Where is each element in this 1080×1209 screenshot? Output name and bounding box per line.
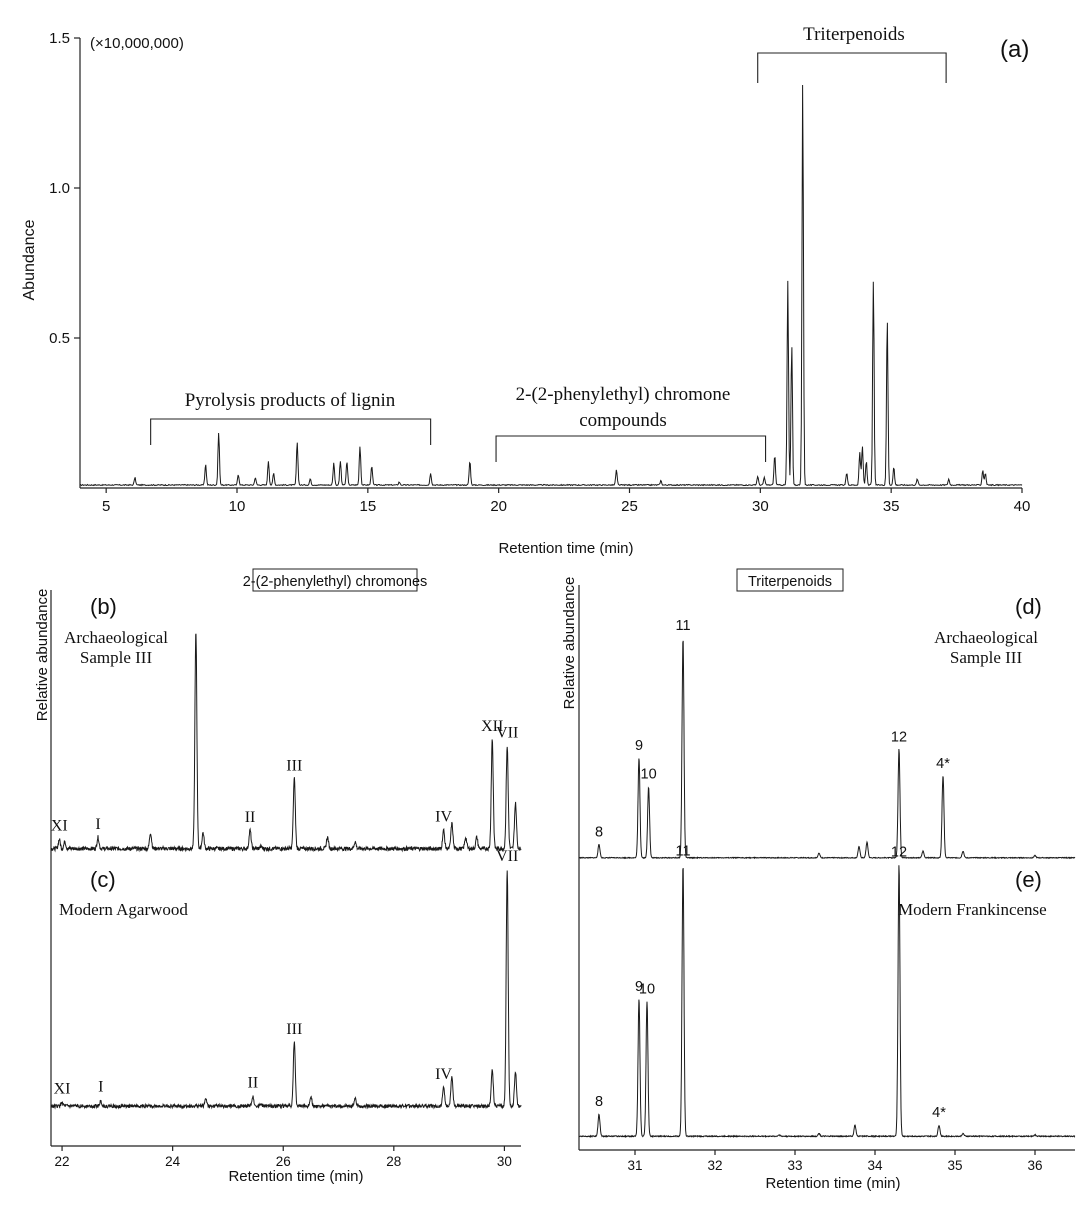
panel-bc-chromones: 2-(2-phenylethyl) chromones Relative abu…	[34, 568, 522, 1185]
panel-a-x-tick-label: 20	[490, 498, 507, 515]
panel-b-peak-label: IV	[435, 809, 452, 826]
panel-d-peak-label: 8	[595, 824, 603, 840]
panel-e-chromatogram-trace	[578, 865, 1076, 1139]
panel-c-tag: (c)	[90, 867, 116, 892]
panel-bc-x-tick-label: 28	[386, 1154, 401, 1169]
panel-bc-title: 2-(2-phenylethyl) chromones	[243, 574, 428, 590]
panel-b-peak-label: II	[245, 809, 256, 826]
panel-c-peak-label: VII	[496, 848, 518, 865]
bracket-label-chromone-line1: 2-(2-phenylethyl) chromone	[516, 384, 731, 405]
panel-bc-x-tick-label: 26	[276, 1154, 291, 1169]
panel-a-total-chromatogram: (a) (×10,000,000) Abundance Retention ti…	[21, 24, 1030, 557]
panel-bc-ticks: 22 24 26 28 30	[55, 1146, 512, 1169]
panel-b-sample-line2: Sample III	[80, 648, 153, 667]
panel-b-peak-label: XI	[51, 817, 68, 834]
panel-de-x-tick-label: 33	[787, 1158, 802, 1173]
panel-d-peak-label: 10	[641, 767, 657, 783]
bracket-label-chromone-line2: compounds	[579, 410, 667, 431]
panel-a-x-tick-label: 15	[359, 498, 376, 515]
panel-e-peak-label: 8	[595, 1094, 603, 1110]
bracket-label-triterpenoids: Triterpenoids	[803, 24, 905, 45]
panel-bc-x-tick-label: 22	[55, 1154, 70, 1169]
panel-e-peak-label: 10	[639, 981, 655, 997]
panel-d-peak-label: 9	[635, 738, 643, 754]
panel-de-triterpenoids: Triterpenoids Relative abundance Retenti…	[561, 568, 1076, 1192]
panel-a-compound-brackets	[150, 52, 947, 462]
panel-e-peak-label: 9	[635, 979, 643, 995]
panel-b-sample-line1: Archaeological	[64, 628, 168, 647]
panel-de-x-tick-label: 32	[707, 1158, 722, 1173]
panel-de-ticks: 31 32 33 34 35 36	[627, 1150, 1043, 1173]
panel-de-title-box	[736, 568, 844, 592]
panel-b-peak-label: I	[95, 816, 100, 833]
panel-d-peak-label: 4*	[936, 756, 950, 772]
panel-c-sample-name: Modern Agarwood	[59, 900, 188, 919]
panel-c-peak-label: XI	[54, 1081, 71, 1098]
panel-c-chromatogram-trace	[50, 870, 522, 1110]
panel-a-x-tick-label: 40	[1014, 498, 1031, 515]
panel-de-x-tick-label: 35	[947, 1158, 962, 1173]
panel-e-tag: (e)	[1015, 867, 1042, 892]
panel-bc-axes	[50, 590, 521, 1147]
panel-c-peak-label: III	[286, 1021, 302, 1038]
panel-e-peak-label: 4*	[932, 1105, 946, 1121]
panel-a-x-tick-label: 10	[229, 498, 246, 515]
panel-bc-x-tick-label: 24	[165, 1154, 181, 1169]
panel-d-peak-label: 12	[891, 729, 907, 745]
panel-b-tag: (b)	[90, 594, 117, 619]
panel-d-chromatogram-trace	[578, 640, 1076, 860]
panel-a-x-axis-title: Retention time (min)	[498, 540, 633, 557]
panel-de-x-tick-label: 31	[627, 1158, 642, 1173]
panel-d-tag: (d)	[1015, 594, 1042, 619]
bracket-label-lignin: Pyrolysis products of lignin	[185, 390, 396, 411]
panel-d-sample-line2: Sample III	[950, 648, 1023, 667]
panel-a-x-tick-label: 30	[752, 498, 769, 515]
panel-a-chromatogram-trace	[80, 84, 1023, 487]
panel-de-y-axis-title: Relative abundance	[561, 577, 578, 710]
panel-de-title: Triterpenoids	[748, 574, 832, 590]
panel-a-x-tick-label: 35	[883, 498, 900, 515]
panel-b-peak-label: III	[286, 758, 302, 775]
panel-bc-x-tick-label: 30	[497, 1154, 512, 1169]
panel-de-x-tick-label: 36	[1027, 1158, 1042, 1173]
panel-d-peak-label: 11	[675, 618, 690, 634]
panel-bc-x-axis-title: Retention time (min)	[228, 1168, 363, 1185]
panel-a-x-tick-label: 25	[621, 498, 638, 515]
panel-e-sample-name: Modern Frankincense	[898, 900, 1047, 919]
panel-a-tag: (a)	[1000, 36, 1029, 63]
panel-d-peak-labels: 8 9 10 11 12 4*	[595, 618, 950, 840]
panel-de-x-axis-title: Retention time (min)	[765, 1175, 900, 1192]
panel-a-x-tick-label: 5	[102, 498, 110, 515]
panel-de-axes	[578, 585, 1075, 1151]
bracket-triterpenoids	[757, 52, 947, 83]
panel-b-chromatogram-trace	[50, 633, 522, 853]
panel-a-y-tick-label: 1.0	[49, 180, 70, 197]
panel-e-peak-labels: 8 910 11 12 4*	[595, 844, 946, 1121]
panel-e-peak-label: 11	[675, 844, 690, 860]
panel-c-peak-label: IV	[435, 1066, 452, 1083]
panel-a-y-axis-title: Abundance	[21, 219, 38, 300]
panel-c-peak-label: I	[98, 1079, 103, 1096]
panel-bc-title-box	[252, 568, 418, 592]
panel-e-peak-label: 12	[891, 844, 907, 860]
panel-bc-y-axis-title: Relative abundance	[34, 589, 51, 722]
panel-de-x-tick-label: 34	[867, 1158, 883, 1173]
bracket-chromones	[495, 435, 767, 462]
panel-a-ticks: 5 10 15 20 25 30 35 40 0.5 1.0 1.5	[49, 30, 1030, 515]
panel-a-y-tick-label: 1.5	[49, 30, 70, 47]
panel-a-y-tick-label: 0.5	[49, 330, 70, 347]
panel-a-axes	[79, 38, 1022, 489]
panel-a-multiplier: (×10,000,000)	[90, 35, 184, 52]
panel-d-sample-line1: Archaeological	[934, 628, 1038, 647]
panel-c-peak-label: II	[247, 1074, 258, 1091]
panel-b-peak-label: VII	[496, 725, 518, 742]
panel-b-peak-label: XII	[481, 718, 503, 735]
bracket-lignin	[150, 418, 432, 445]
